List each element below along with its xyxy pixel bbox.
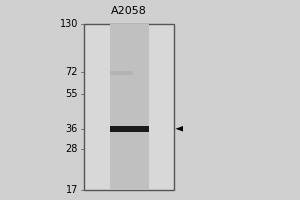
Text: 72: 72	[65, 67, 78, 77]
Bar	[84, 24, 174, 190]
Text: 17: 17	[66, 185, 78, 195]
Bar	[110, 24, 148, 190]
Text: 130: 130	[60, 19, 78, 29]
Polygon shape	[176, 126, 183, 132]
Text: A2058: A2058	[111, 6, 147, 16]
Text: 36: 36	[66, 124, 78, 134]
Bar	[110, 71, 133, 75]
Text: 28: 28	[66, 144, 78, 154]
Bar	[110, 126, 148, 132]
Text: 55: 55	[65, 89, 78, 99]
